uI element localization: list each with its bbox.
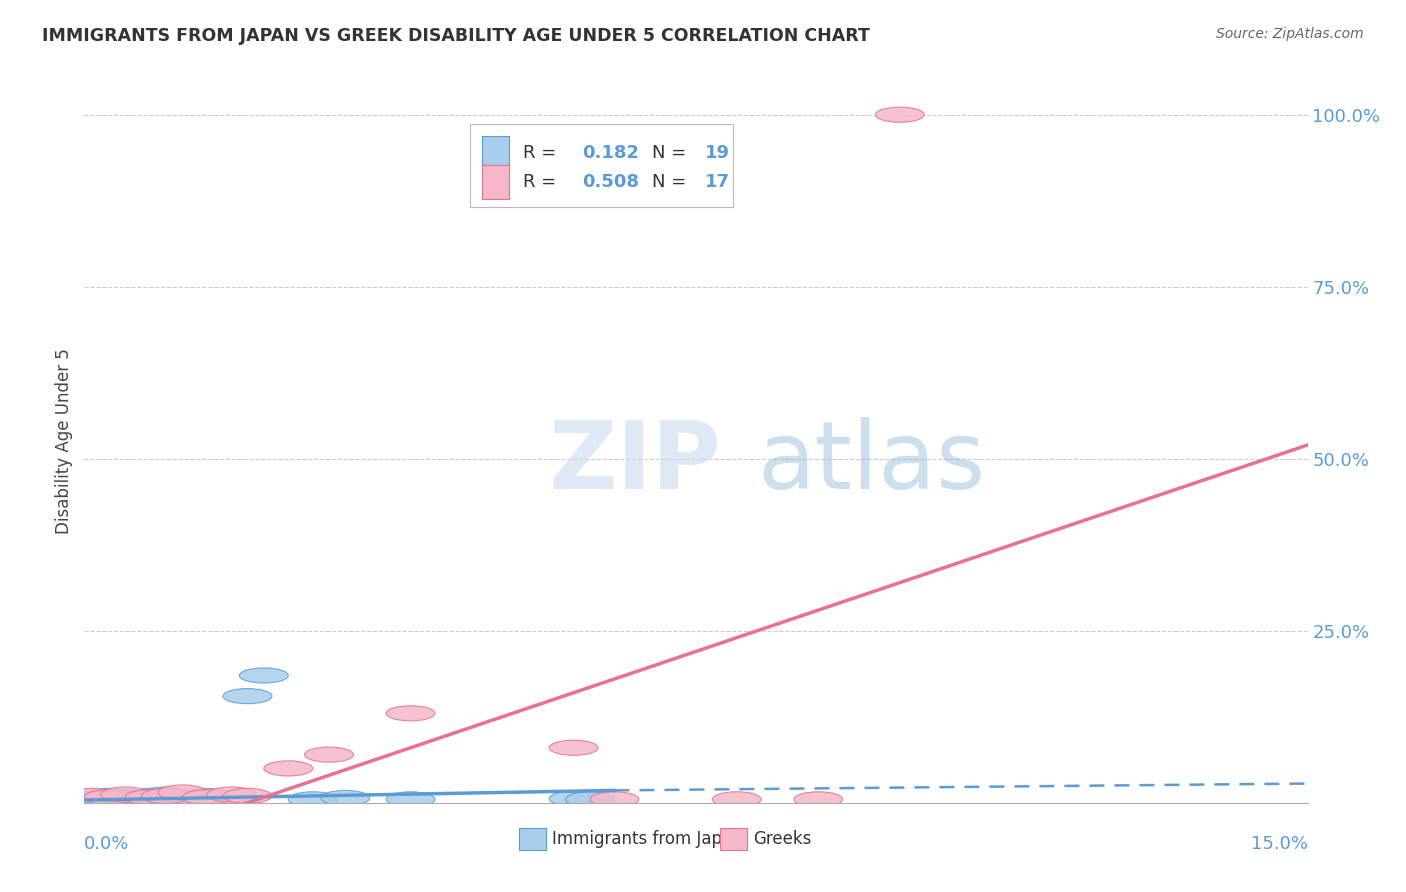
Ellipse shape [67, 792, 117, 807]
Ellipse shape [142, 787, 190, 802]
Text: Immigrants from Japan: Immigrants from Japan [551, 830, 742, 848]
Ellipse shape [794, 792, 842, 807]
Ellipse shape [84, 789, 134, 805]
Ellipse shape [149, 789, 198, 805]
Ellipse shape [321, 790, 370, 805]
Ellipse shape [387, 706, 434, 721]
Ellipse shape [84, 789, 134, 804]
FancyBboxPatch shape [720, 828, 748, 850]
Text: 0.508: 0.508 [582, 173, 640, 191]
Ellipse shape [565, 792, 614, 807]
Ellipse shape [125, 789, 174, 804]
Text: R =: R = [523, 145, 562, 162]
Ellipse shape [67, 789, 117, 804]
Ellipse shape [224, 789, 271, 804]
Ellipse shape [288, 792, 337, 807]
Ellipse shape [550, 791, 598, 806]
Y-axis label: Disability Age Under 5: Disability Age Under 5 [55, 349, 73, 534]
FancyBboxPatch shape [482, 165, 509, 200]
Ellipse shape [305, 747, 353, 762]
Ellipse shape [117, 790, 166, 805]
Ellipse shape [264, 761, 312, 776]
Text: Source: ZipAtlas.com: Source: ZipAtlas.com [1216, 27, 1364, 41]
Ellipse shape [387, 792, 434, 807]
Text: ZIP: ZIP [550, 417, 723, 509]
Text: Greeks: Greeks [754, 830, 811, 848]
Ellipse shape [239, 668, 288, 683]
Ellipse shape [224, 689, 271, 704]
FancyBboxPatch shape [470, 124, 733, 207]
Ellipse shape [591, 792, 638, 807]
Text: N =: N = [652, 173, 692, 191]
Ellipse shape [101, 789, 149, 805]
Ellipse shape [108, 792, 157, 807]
Text: IMMIGRANTS FROM JAPAN VS GREEK DISABILITY AGE UNDER 5 CORRELATION CHART: IMMIGRANTS FROM JAPAN VS GREEK DISABILIT… [42, 27, 870, 45]
Ellipse shape [183, 789, 231, 804]
FancyBboxPatch shape [519, 828, 546, 850]
Text: N =: N = [652, 145, 692, 162]
Ellipse shape [207, 787, 256, 802]
FancyBboxPatch shape [482, 136, 509, 170]
Ellipse shape [134, 789, 183, 805]
Ellipse shape [101, 787, 149, 802]
Ellipse shape [183, 789, 231, 805]
Text: atlas: atlas [758, 417, 986, 509]
Ellipse shape [142, 789, 190, 804]
Text: R =: R = [523, 173, 562, 191]
Ellipse shape [125, 789, 174, 805]
Ellipse shape [157, 785, 207, 800]
Text: 17: 17 [704, 173, 730, 191]
Text: 19: 19 [704, 145, 730, 162]
Ellipse shape [876, 107, 924, 122]
Ellipse shape [76, 789, 125, 805]
Text: 0.0%: 0.0% [84, 835, 129, 854]
Ellipse shape [713, 792, 761, 807]
Text: 0.182: 0.182 [582, 145, 640, 162]
Text: 15.0%: 15.0% [1250, 835, 1308, 854]
Ellipse shape [93, 791, 142, 806]
Ellipse shape [550, 740, 598, 756]
